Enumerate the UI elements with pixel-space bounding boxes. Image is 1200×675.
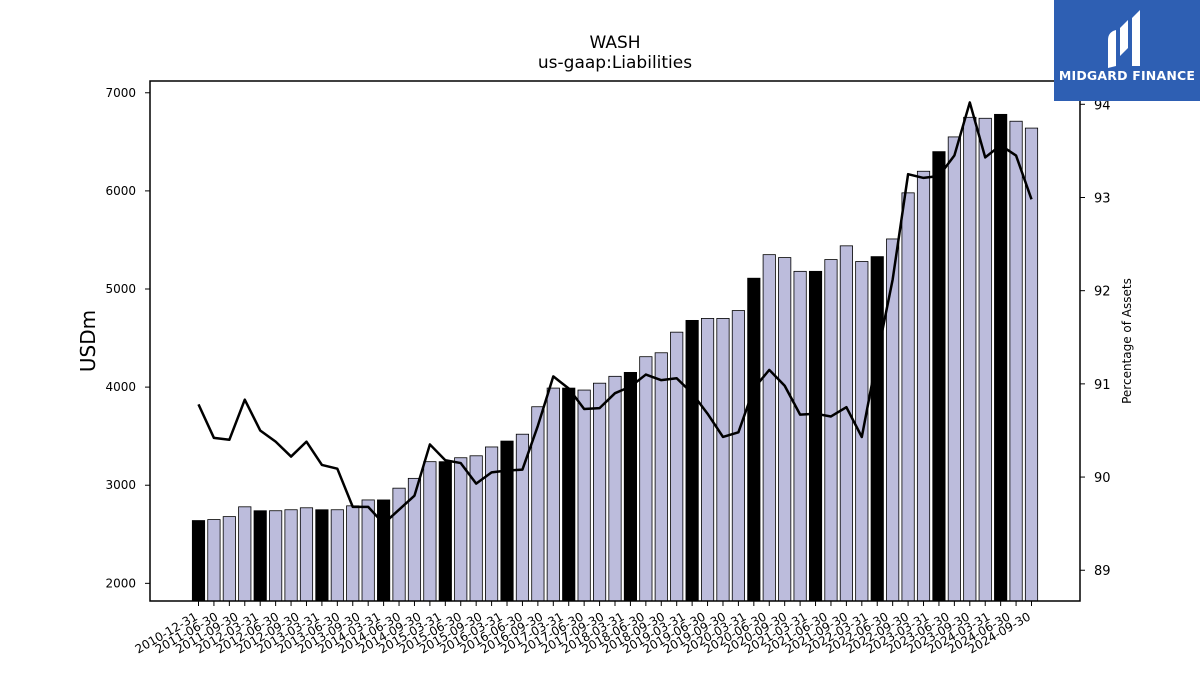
bar: [377, 499, 391, 602]
bar: [577, 389, 591, 602]
y-tick-label: 5000: [105, 282, 136, 296]
midgard-logo-icon: [1108, 10, 1140, 68]
bar: [608, 375, 622, 602]
y2-tick-label: 91: [1094, 378, 1111, 393]
y2-tick-label: 93: [1094, 191, 1111, 206]
percentage-line-series: [197, 101, 1033, 525]
bar-series: [191, 113, 1039, 602]
brand-logo: MIDGARD FINANCE: [1054, 0, 1200, 101]
bar: [901, 192, 915, 602]
bar: [423, 461, 437, 602]
bar: [1009, 120, 1023, 602]
bar: [731, 310, 745, 602]
bar: [546, 387, 560, 602]
plot-frame: [149, 80, 1081, 602]
bar: [593, 382, 607, 602]
bar: [932, 151, 946, 602]
y-tick-label: 7000: [105, 86, 136, 100]
y-axis-label: USDm: [76, 310, 100, 372]
bar: [916, 170, 931, 602]
bar: [870, 256, 884, 602]
y-tick-label: 6000: [105, 184, 136, 198]
bar: [747, 277, 761, 602]
y2-tick-label: 89: [1094, 564, 1111, 579]
chart-title: WASH: [589, 33, 640, 53]
bar: [454, 457, 468, 602]
bar: [238, 506, 252, 602]
bar: [978, 117, 992, 602]
bar: [207, 519, 221, 602]
y-tick-label: 4000: [105, 380, 136, 394]
bar: [670, 331, 684, 602]
y2-tick-label: 94: [1094, 98, 1111, 113]
bar: [191, 520, 206, 602]
y2-axis-label: Percentage of Assets: [1120, 278, 1134, 404]
bar: [963, 116, 977, 602]
bar: [793, 270, 807, 602]
bar: [947, 136, 961, 602]
bar: [284, 509, 298, 602]
bar: [299, 507, 314, 602]
percentage-line: [197, 101, 1033, 525]
bar: [762, 254, 776, 602]
bar: [824, 259, 838, 602]
y2-tick-label: 90: [1094, 471, 1111, 486]
bar: [808, 270, 823, 602]
bar: [654, 352, 668, 602]
y2-axis: 89 90 91 92 93 94: [1080, 98, 1111, 579]
bar: [839, 245, 853, 602]
bar: [438, 461, 452, 602]
chart-subtitle: us-gaap:Liabilities: [538, 53, 692, 73]
y-tick-label: 2000: [105, 576, 136, 590]
bar: [330, 509, 344, 602]
x-axis: 2010-12-312011-06-302011-09-302012-03-31…: [133, 601, 1033, 656]
bar: [361, 499, 375, 602]
bar: [315, 509, 329, 602]
bar: [562, 387, 576, 602]
bar: [485, 446, 499, 602]
bar: [639, 356, 653, 602]
bar: [253, 510, 267, 602]
bar: [994, 113, 1008, 602]
bar: [778, 257, 792, 602]
bar: [685, 319, 699, 602]
y-axis: 2000 3000 4000 5000 6000 7000: [105, 86, 150, 590]
bar: [222, 516, 236, 602]
bar: [346, 505, 360, 602]
y2-tick-label: 92: [1094, 285, 1111, 300]
y-tick-label: 3000: [105, 478, 136, 492]
bar: [886, 238, 900, 602]
bar: [700, 318, 715, 602]
bar: [716, 318, 730, 602]
bar: [269, 510, 283, 602]
brand-name: MIDGARD FINANCE: [1058, 68, 1196, 83]
bar: [500, 440, 514, 602]
bar: [623, 371, 638, 602]
